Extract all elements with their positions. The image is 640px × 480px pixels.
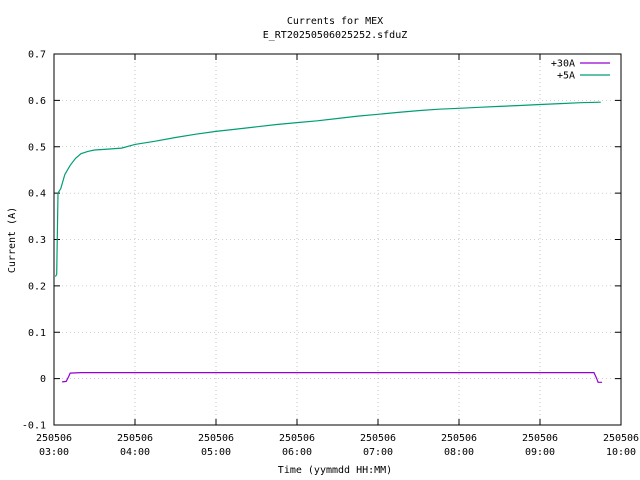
x-tick-date-label: 250506 (603, 433, 639, 444)
y-tick-label: 0.7 (28, 50, 46, 61)
x-axis-ticks: 250506 03:00 250506 04:00 250506 05:00 250506 0… (36, 54, 639, 458)
legend-label: +30A (551, 59, 575, 70)
x-tick-time-label: 08:00 (444, 447, 474, 458)
x-tick-date-label: 250506 (198, 433, 234, 444)
y-tick-label: 0.1 (28, 328, 46, 339)
series-line-1 (54, 101, 601, 277)
x-tick-date-label: 250506 (117, 433, 153, 444)
x-tick-date-label: 250506 (441, 433, 477, 444)
chart-subtitle: E_RT20250506025252.sfduZ (263, 30, 408, 41)
x-axis-label: Time (yymmdd HH:MM) (278, 465, 392, 476)
y-tick-label: 0.2 (28, 281, 46, 292)
x-tick-time-label: 10:00 (606, 447, 636, 458)
y-tick-label: 0.4 (28, 189, 46, 200)
series-line-0 (62, 372, 603, 383)
x-tick-time-label: 09:00 (525, 447, 555, 458)
y-tick-label: -0.1 (22, 421, 46, 432)
x-tick-time-label: 06:00 (282, 447, 312, 458)
legend: +30A+5A (551, 59, 610, 82)
x-tick-date-label: 250506 (279, 433, 315, 444)
x-tick-time-label: 03:00 (39, 447, 69, 458)
x-tick-time-label: 05:00 (201, 447, 231, 458)
legend-label: +5A (557, 71, 575, 82)
chart-title: Currents for MEX (287, 16, 383, 27)
series-lines (54, 101, 603, 383)
x-tick-time-label: 04:00 (120, 447, 150, 458)
x-tick-date-label: 250506 (36, 433, 72, 444)
y-tick-label: 0.3 (28, 235, 46, 246)
y-tick-label: 0.5 (28, 142, 46, 153)
x-tick-time-label: 07:00 (363, 447, 393, 458)
grid-lines (54, 54, 621, 425)
x-tick-date-label: 250506 (522, 433, 558, 444)
y-tick-label: 0.6 (28, 96, 46, 107)
plot-frame (53, 53, 622, 426)
y-axis-ticks: -0.1 0 0.1 0.2 0.3 0.4 0.5 0.6 0.7 (22, 50, 621, 432)
x-tick-date-label: 250506 (360, 433, 396, 444)
y-axis-label: Current (A) (7, 207, 18, 273)
y-tick-label: 0 (40, 374, 46, 385)
